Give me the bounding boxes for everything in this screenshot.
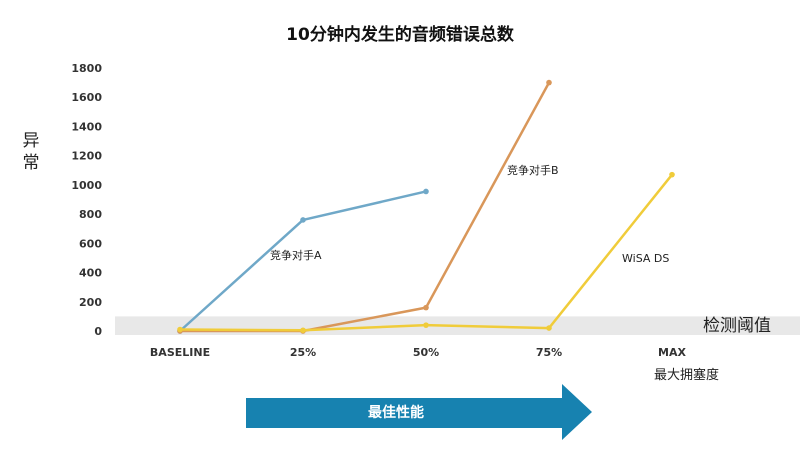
data-point bbox=[300, 217, 306, 223]
y-axis-label: 异常 bbox=[22, 131, 40, 173]
x-axis-label: 最大拥塞度 bbox=[654, 368, 720, 383]
y-tick-label: 400 bbox=[79, 267, 102, 280]
series-label: 竞争对手B bbox=[507, 163, 559, 177]
y-tick-label: 1000 bbox=[71, 179, 102, 192]
y-tick-label: 1200 bbox=[71, 150, 102, 163]
x-tick-label: MAX bbox=[658, 346, 686, 359]
x-tick-label: 75% bbox=[536, 346, 562, 359]
x-tick-label: 50% bbox=[413, 346, 439, 359]
y-tick-label: 0 bbox=[94, 325, 102, 338]
data-point bbox=[423, 188, 429, 195]
y-tick-label: 1800 bbox=[71, 62, 102, 75]
series-label: 竞争对手A bbox=[270, 248, 322, 262]
y-tick-label: 1600 bbox=[71, 91, 102, 104]
data-point bbox=[669, 171, 675, 178]
chart-title: 10分钟内发生的音频错误总数 bbox=[286, 25, 514, 45]
arrow-label: 最佳性能 bbox=[368, 405, 424, 421]
y-tick-label: 200 bbox=[79, 296, 102, 309]
threshold-label: 检测阈值 bbox=[703, 316, 771, 336]
y-tick-label: 1400 bbox=[71, 120, 102, 133]
data-point bbox=[546, 79, 552, 86]
data-point bbox=[546, 325, 552, 331]
performance-arrow bbox=[246, 384, 592, 440]
series-label: WiSA DS bbox=[622, 252, 669, 265]
data-point bbox=[423, 304, 429, 311]
y-tick-label: 600 bbox=[79, 237, 102, 250]
y-tick-label: 800 bbox=[79, 208, 102, 221]
data-point bbox=[177, 326, 183, 333]
x-tick-label: 25% bbox=[290, 346, 316, 359]
x-tick-label: BASELINE bbox=[150, 346, 210, 359]
data-point bbox=[300, 327, 306, 334]
data-point bbox=[423, 322, 429, 328]
